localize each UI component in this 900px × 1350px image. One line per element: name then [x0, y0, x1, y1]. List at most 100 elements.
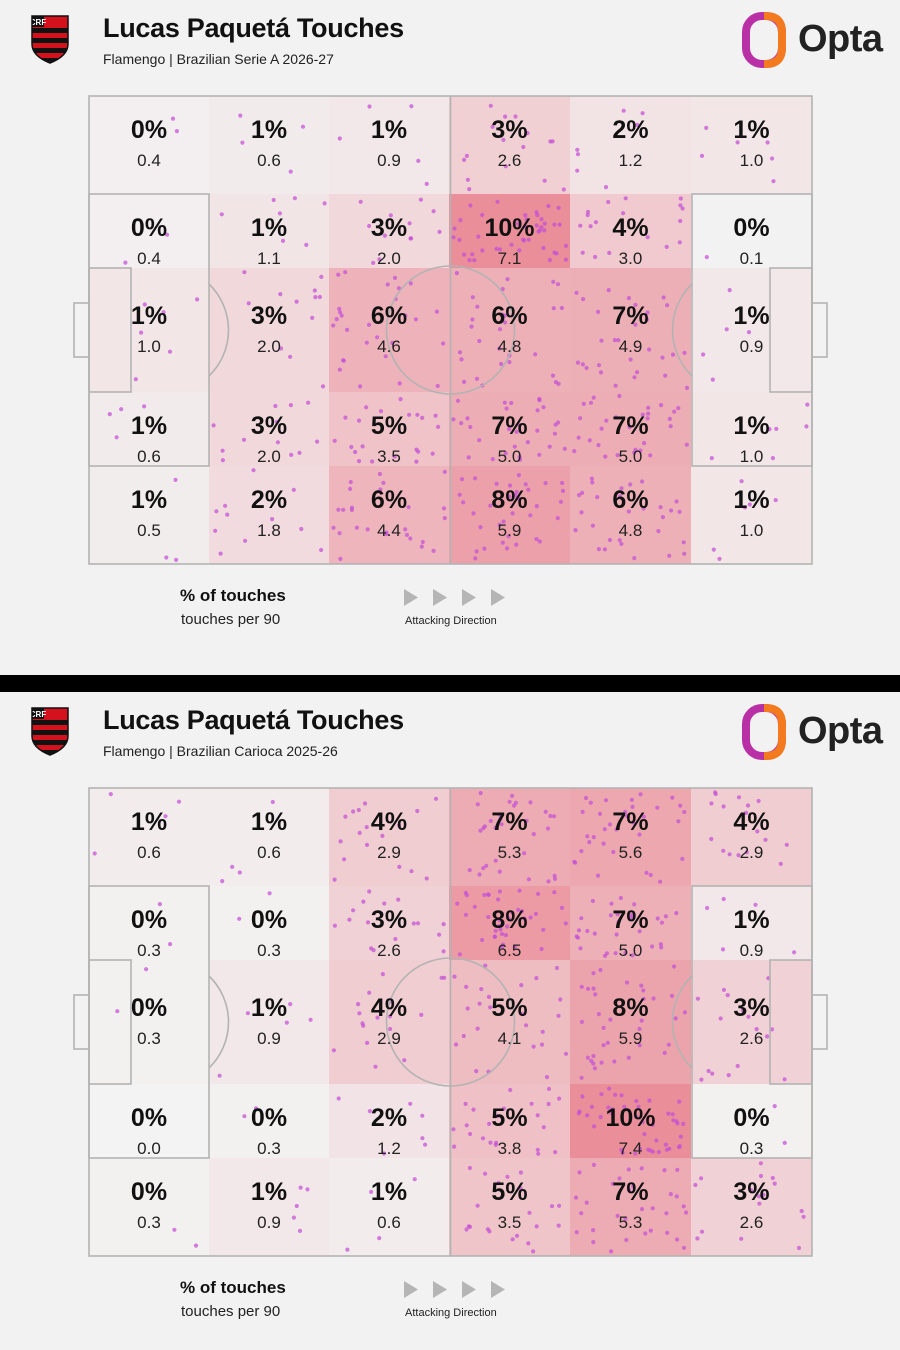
touch-dot: [661, 295, 666, 300]
touch-dot: [520, 1011, 525, 1017]
chart-subtitle: Flamengo | Brazilian Serie A 2026-27: [103, 51, 334, 67]
touch-dot: [607, 250, 612, 255]
touch-dot: [591, 835, 596, 840]
touch-dot: [580, 1094, 585, 1099]
heatmap-cell: [691, 788, 812, 886]
touch-dot: [635, 370, 640, 375]
zone-pct-label: 6%: [371, 486, 407, 514]
touch-dot: [746, 330, 752, 335]
zone-per90-label: 0.0: [137, 1139, 161, 1158]
touch-dot: [562, 446, 567, 451]
touch-dot: [378, 487, 383, 492]
touch-dot: [357, 1011, 362, 1016]
touch-dot: [468, 424, 473, 430]
touch-dot: [431, 548, 436, 553]
touch-dot: [557, 1096, 562, 1101]
touch-dot: [604, 951, 610, 956]
touch-dot: [629, 912, 635, 917]
touch-dot: [675, 1167, 680, 1172]
touch-dot: [397, 381, 402, 386]
heatmap-cell: [691, 1158, 812, 1256]
zone-pct-label: 1%: [251, 1178, 287, 1206]
touch-dot: [360, 444, 365, 449]
zone-per90-label: 5.6: [619, 843, 643, 862]
zone-pct-label: 7%: [491, 808, 527, 836]
touch-dot: [469, 324, 474, 329]
touch-dot: [465, 177, 470, 182]
touch-dot: [501, 519, 506, 524]
touch-dot: [645, 416, 650, 421]
zone-pct-label: 1%: [251, 994, 287, 1022]
touch-dot: [322, 201, 327, 206]
heatmap-cell: [570, 194, 691, 268]
touch-dot: [774, 426, 779, 431]
touch-dot: [459, 421, 464, 426]
zone-pct-label: 10%: [605, 1104, 655, 1132]
zone-per90-label: 2.0: [377, 249, 401, 268]
touch-dot: [310, 315, 315, 320]
touch-dot: [220, 879, 225, 884]
heatmap-panel-carioca: CRF Lucas Paquetá Touches Flamengo | Bra…: [0, 692, 900, 1350]
touch-dot: [593, 254, 598, 260]
touch-dot: [123, 260, 128, 265]
touch-dot: [671, 1118, 676, 1123]
touch-dot: [539, 1042, 545, 1047]
touch-dot: [423, 1142, 428, 1147]
zone-per90-label: 3.5: [377, 447, 401, 466]
touch-dot: [618, 895, 624, 901]
touch-dot: [492, 934, 497, 939]
touch-dot: [367, 889, 372, 894]
touch-dot: [572, 859, 577, 864]
touch-dot: [465, 416, 470, 421]
touch-dot: [390, 340, 395, 345]
touch-dot: [666, 1111, 671, 1116]
touch-dot: [758, 1161, 764, 1166]
touch-dot: [176, 799, 182, 804]
touch-dot: [598, 370, 604, 375]
touch-dot: [744, 810, 749, 815]
touch-dot: [442, 975, 447, 980]
touch-dot: [531, 832, 536, 837]
touch-dot: [644, 317, 650, 322]
center-circle: [385, 265, 516, 395]
touch-dot: [251, 468, 256, 473]
touch-dot: [477, 872, 482, 877]
touch-dot: [217, 1073, 222, 1078]
touch-dot: [608, 913, 614, 918]
touch-dot: [556, 420, 561, 425]
touch-dot: [495, 1114, 500, 1119]
zone-per90-label: 0.6: [377, 1213, 401, 1232]
touch-dot: [471, 511, 476, 516]
touch-dot: [361, 899, 366, 904]
touch-dot: [522, 851, 527, 856]
touch-dot: [416, 158, 421, 163]
touch-dot: [468, 1131, 473, 1137]
zone-pct-label: 1%: [733, 116, 769, 144]
touch-dot: [804, 424, 809, 429]
touch-dot: [467, 1165, 472, 1171]
touch-dot: [505, 1174, 510, 1179]
touch-dot: [654, 1138, 659, 1143]
touch-dot: [581, 401, 586, 406]
touch-dot: [267, 891, 272, 896]
touch-dot: [237, 916, 242, 921]
touch-dot: [660, 355, 665, 360]
touch-dot: [584, 365, 589, 371]
touch-dot: [433, 796, 439, 801]
touch-dot: [524, 818, 529, 823]
touch-dot: [626, 1187, 632, 1192]
goal-left: [73, 994, 90, 1050]
touch-dot: [415, 412, 420, 417]
touch-dot: [635, 122, 640, 128]
touch-dot: [496, 897, 501, 902]
touch-dot: [623, 196, 628, 201]
touch-dot: [639, 983, 644, 988]
touch-dot: [647, 347, 652, 352]
touch-dot: [461, 500, 466, 505]
heatmap-cell: [449, 1158, 570, 1256]
touch-dot: [584, 1200, 589, 1205]
touch-dot: [678, 1134, 684, 1139]
touch-dot: [512, 444, 517, 449]
touch-dot: [727, 852, 732, 857]
touch-dot: [596, 1012, 602, 1017]
